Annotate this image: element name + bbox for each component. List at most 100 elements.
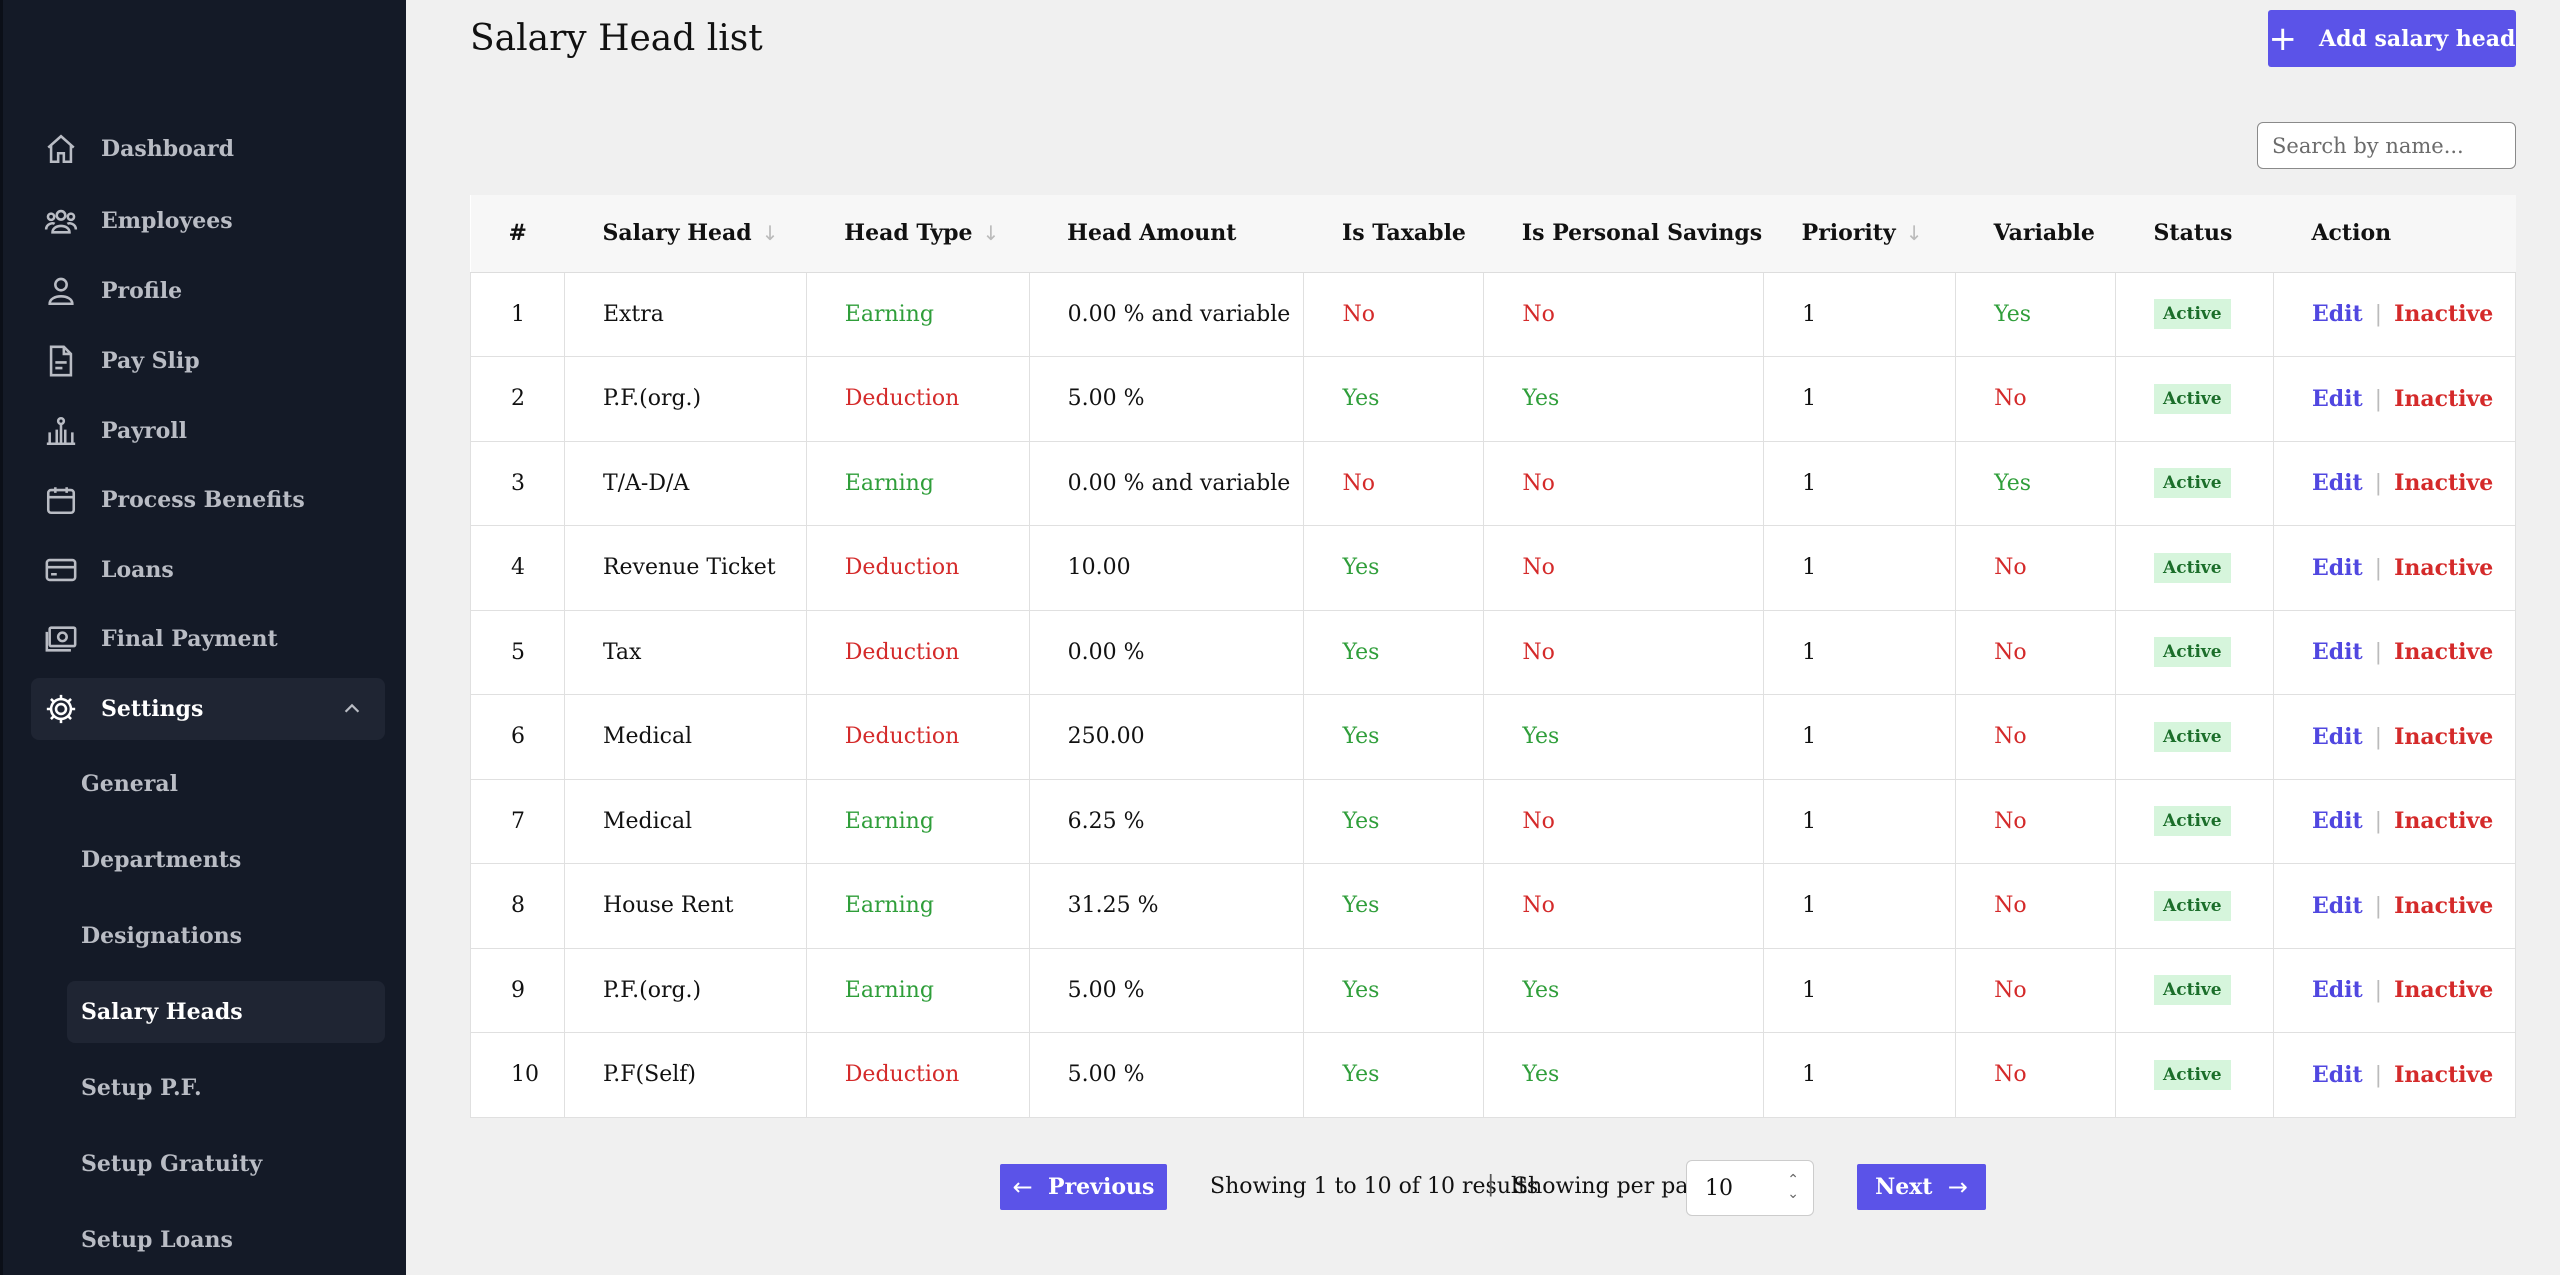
cell-is-personal-savings: Yes xyxy=(1483,947,1765,1033)
cell-head-type: Deduction xyxy=(805,609,1030,695)
add-salary-head-button[interactable]: + Add salary head xyxy=(2268,10,2516,67)
cell-head-amount: 6.25 % xyxy=(1028,778,1305,864)
search-input[interactable] xyxy=(2257,122,2516,169)
cell-is-taxable: Yes xyxy=(1303,778,1485,864)
previous-button[interactable]: ← Previous xyxy=(1000,1164,1167,1210)
per-page-label: Showing per page xyxy=(1513,1174,1716,1199)
status-badge: Active xyxy=(2154,1059,2231,1090)
cell-head-amount: 10.00 xyxy=(1028,525,1305,611)
edit-link[interactable]: Edit xyxy=(2311,808,2363,835)
cell-number: 10 xyxy=(470,1032,565,1118)
column-header-number: # xyxy=(470,195,565,273)
cell-number: 3 xyxy=(470,440,565,526)
inactive-link[interactable]: Inactive xyxy=(2394,723,2494,750)
column-header-priority[interactable]: Priority ↓ xyxy=(1763,195,1956,273)
edit-link[interactable]: Edit xyxy=(2311,554,2363,581)
sidebar-item-dashboard[interactable]: Dashboard xyxy=(31,118,385,180)
cell-is-personal-savings: No xyxy=(1483,609,1765,695)
column-header-variable: Variable xyxy=(1955,195,2116,273)
cell-is-personal-savings: No xyxy=(1483,525,1765,611)
status-badge: Active xyxy=(2154,637,2231,668)
table-row: 4 Revenue Ticket Deduction 10.00 Yes No 1 No Act… xyxy=(470,525,2517,611)
status-badge: Active xyxy=(2154,552,2231,583)
cell-number: 2 xyxy=(470,356,565,442)
inactive-link[interactable]: Inactive xyxy=(2394,892,2494,919)
cell-salary-head: T/A-D/A xyxy=(563,440,807,526)
cell-is-taxable: Yes xyxy=(1303,1032,1485,1118)
status-badge: Active xyxy=(2154,806,2231,837)
cell-is-personal-savings: Yes xyxy=(1483,694,1765,780)
cell-priority: 1 xyxy=(1763,356,1957,442)
sidebar-subitem-departments[interactable]: Departments xyxy=(81,847,242,873)
cell-status: Active xyxy=(2115,1032,2274,1118)
inactive-link[interactable]: Inactive xyxy=(2394,385,2494,412)
cell-head-amount: 5.00 % xyxy=(1028,356,1305,442)
action-separator: | xyxy=(2374,724,2383,750)
cell-head-type: Earning xyxy=(805,863,1030,949)
edit-link[interactable]: Edit xyxy=(2311,723,2363,750)
cell-is-taxable: Yes xyxy=(1303,863,1485,949)
sidebar-item-settings[interactable]: Settings xyxy=(31,678,385,740)
inactive-link[interactable]: Inactive xyxy=(2394,470,2494,497)
payroll-icon xyxy=(43,413,79,449)
arrow-left-icon: ← xyxy=(1012,1173,1033,1201)
sort-arrow-icon[interactable]: ↓ xyxy=(761,221,779,246)
sidebar-subitem-setup-gratuity[interactable]: Setup Gratuity xyxy=(81,1151,263,1177)
sidebar-subitem-setup-pf[interactable]: Setup P.F. xyxy=(81,1075,202,1101)
action-separator: | xyxy=(2374,555,2383,581)
edit-link[interactable]: Edit xyxy=(2311,1061,2363,1088)
cell-is-taxable: No xyxy=(1303,440,1485,526)
cell-variable: Yes xyxy=(1955,440,2117,526)
sidebar-item-final-payment[interactable]: Final Payment xyxy=(31,608,385,670)
inactive-link[interactable]: Inactive xyxy=(2394,639,2494,666)
column-header-head-type[interactable]: Head Type ↓ xyxy=(806,195,1030,273)
sort-arrow-icon[interactable]: ↓ xyxy=(982,221,1000,246)
cell-priority: 1 xyxy=(1763,694,1957,780)
inactive-link[interactable]: Inactive xyxy=(2394,301,2494,328)
cell-action: Edit | Inactive xyxy=(2272,440,2517,526)
cell-is-personal-savings: No xyxy=(1483,863,1765,949)
cell-salary-head: Tax xyxy=(563,609,807,695)
table-row: 10 P.F(Self) Deduction 5.00 % Yes Yes 1 No Activ… xyxy=(470,1032,2517,1118)
next-button[interactable]: Next → xyxy=(1857,1164,1986,1210)
sidebar-item-profile[interactable]: Profile xyxy=(31,260,385,322)
column-header-salary-head[interactable]: Salary Head ↓ xyxy=(564,195,807,273)
sidebar-subitem-salary-heads[interactable]: Salary Heads xyxy=(67,981,385,1043)
edit-link[interactable]: Edit xyxy=(2311,385,2363,412)
cell-head-type: Earning xyxy=(805,271,1030,357)
cell-status: Active xyxy=(2115,947,2274,1033)
sidebar-item-payroll[interactable]: Payroll xyxy=(31,400,385,462)
cell-action: Edit | Inactive xyxy=(2272,525,2517,611)
cell-variable: No xyxy=(1955,863,2117,949)
inactive-link[interactable]: Inactive xyxy=(2394,1061,2494,1088)
sidebar-item-pay-slip[interactable]: Pay Slip xyxy=(31,330,385,392)
sidebar-subitem-setup-loans[interactable]: Setup Loans xyxy=(81,1227,233,1253)
sidebar-subitem-designations[interactable]: Designations xyxy=(81,923,243,949)
edit-link[interactable]: Edit xyxy=(2311,977,2363,1004)
sidebar-item-process-benefits[interactable]: Process Benefits xyxy=(31,469,385,531)
cell-salary-head: P.F.(org.) xyxy=(563,356,807,442)
cell-priority: 1 xyxy=(1763,1032,1957,1118)
cell-status: Active xyxy=(2115,609,2274,695)
edit-link[interactable]: Edit xyxy=(2311,470,2363,497)
inactive-link[interactable]: Inactive xyxy=(2394,977,2494,1004)
edit-link[interactable]: Edit xyxy=(2311,301,2363,328)
sidebar-item-employees[interactable]: Employees xyxy=(31,190,385,252)
edit-link[interactable]: Edit xyxy=(2311,892,2363,919)
edit-link[interactable]: Edit xyxy=(2311,639,2363,666)
cell-action: Edit | Inactive xyxy=(2272,778,2517,864)
sidebar-item-loans[interactable]: Loans xyxy=(31,539,385,601)
table-header-row: # Salary Head ↓ Head Type ↓ Head Amount Is… xyxy=(470,195,2516,273)
per-page-select[interactable]: 10 ⌃ ⌄ xyxy=(1686,1160,1814,1216)
inactive-link[interactable]: Inactive xyxy=(2394,554,2494,581)
cell-is-taxable: Yes xyxy=(1303,694,1485,780)
stepper-icon[interactable]: ⌃ ⌄ xyxy=(1787,1172,1799,1202)
cell-salary-head: P.F(Self) xyxy=(563,1032,807,1118)
sidebar-subitem-general[interactable]: General xyxy=(81,771,178,797)
cell-variable: No xyxy=(1955,525,2117,611)
inactive-link[interactable]: Inactive xyxy=(2394,808,2494,835)
credit-card-icon xyxy=(43,552,79,588)
cell-priority: 1 xyxy=(1763,863,1957,949)
chevron-up-icon[interactable] xyxy=(341,698,363,726)
sort-arrow-icon[interactable]: ↓ xyxy=(1905,221,1923,246)
